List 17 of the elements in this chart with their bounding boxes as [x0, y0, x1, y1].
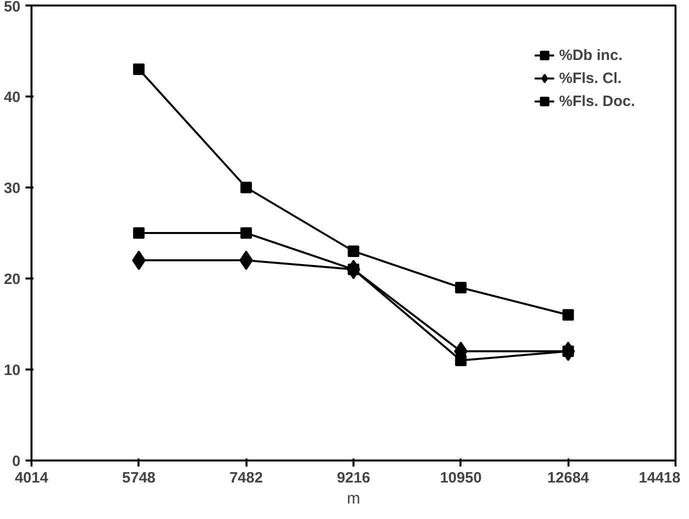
- x-tick-label: 7482: [229, 470, 263, 486]
- y-tick-label: 40: [4, 89, 21, 106]
- y-tick-label: 30: [4, 180, 21, 197]
- legend-label: %Fls. Doc.: [559, 92, 635, 110]
- x-tick-label: 9216: [336, 470, 370, 486]
- y-tick-label: 0: [12, 453, 20, 470]
- y-tick-label: 50: [4, 0, 21, 16]
- x-tick-label: 10950: [440, 470, 482, 486]
- x-axis-title: m: [346, 490, 360, 508]
- x-tick-label: 14418: [638, 470, 681, 486]
- y-tick-label: 10: [4, 362, 21, 379]
- x-tick-label: 4014: [14, 470, 49, 486]
- x-tick-label: 5748: [122, 470, 156, 486]
- y-tick-label: 20: [4, 271, 21, 288]
- legend-label: %Db inc.: [559, 46, 622, 64]
- x-tick-label: 12684: [547, 470, 590, 486]
- legend-label: %Fls. Cl.: [559, 70, 622, 86]
